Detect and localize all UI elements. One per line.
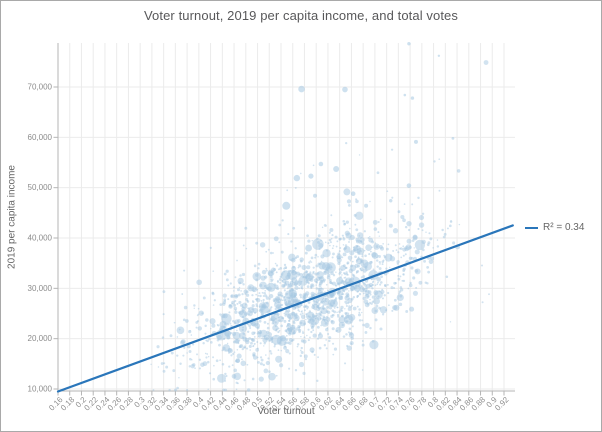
vertical-gridlines [57,43,505,391]
svg-text:60,000: 60,000 [28,133,53,142]
bubble-cloud[interactable] [150,60,490,392]
x-axis-title: Voter turnout [257,406,315,417]
trendline [56,224,514,393]
y-tick-labels: 10,000 20,000 30,000 40,000 50,000 60,000 70,0… [28,83,53,394]
y-axis-title: 2019 per capita income [6,165,18,269]
chart-title: Voter turnout, 2019 per capita income, a… [144,8,458,23]
svg-text:30,000: 30,000 [28,284,53,293]
svg-text:50,000: 50,000 [28,183,53,192]
trendline-swatch-icon [525,226,538,229]
horizontal-gridlines [58,86,515,390]
trendline-legend-label: R² = 0.34 [543,222,585,233]
axes [53,43,515,396]
svg-text:10,000: 10,000 [28,385,53,394]
svg-text:70,000: 70,000 [28,83,53,92]
svg-text:0.92: 0.92 [493,395,511,413]
trendline-legend: R² = 0.34 [525,222,584,233]
svg-text:40,000: 40,000 [28,234,53,243]
svg-text:20,000: 20,000 [28,334,53,343]
